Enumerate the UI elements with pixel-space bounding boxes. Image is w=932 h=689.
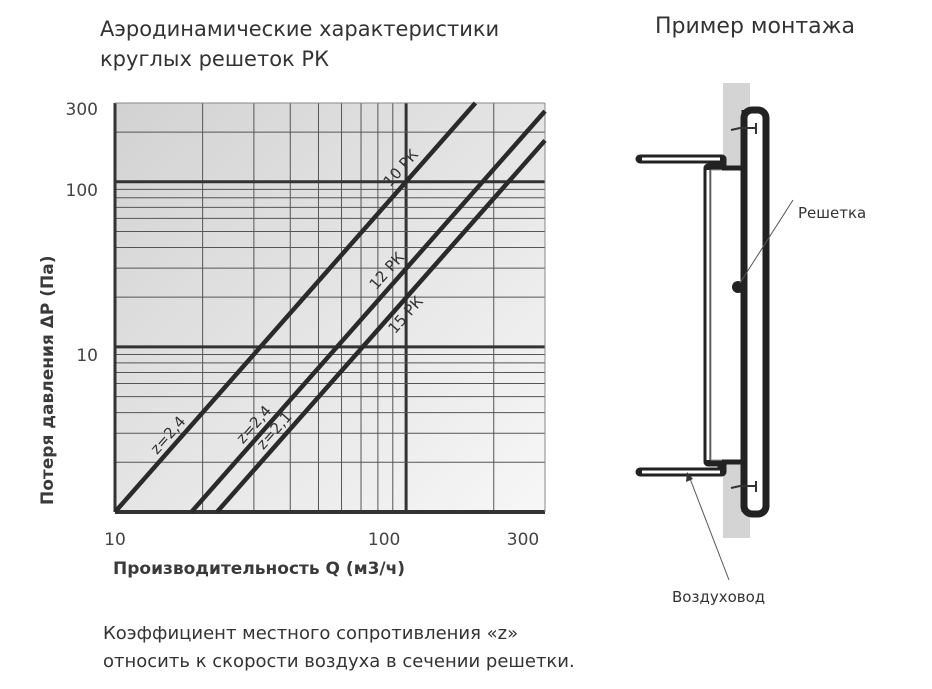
footnote: Коэффициент местного сопротивления «z» о…	[103, 620, 575, 676]
x-axis-label: Производительность Q (м3/ч)	[113, 559, 405, 579]
duct-inner	[642, 157, 720, 474]
screw-icon	[730, 123, 757, 134]
x-tick-label: 300	[507, 530, 539, 550]
duct-arrow	[688, 475, 730, 581]
grille-knob	[732, 281, 744, 293]
arrow-head-icon	[686, 472, 693, 482]
plot-area	[115, 103, 545, 512]
tick-labels: 10 100 300 300 100 10	[66, 100, 540, 550]
duct-sleeve	[710, 169, 745, 461]
y-tick-label: 100	[66, 181, 98, 201]
footnote-line2: относить к скорости воздуха в сечении ре…	[103, 651, 575, 672]
screw-icon	[730, 481, 757, 492]
y-tick-label: 300	[66, 100, 98, 120]
mounting-diagram: Решетка Воздуховод	[635, 83, 866, 606]
grille	[740, 106, 770, 518]
duct	[635, 154, 727, 477]
grille-label: Решетка	[798, 204, 866, 222]
chart: 10 РКz=2,412 РКz=2,415 РКz=2,1 10 100 3003…	[38, 100, 547, 579]
series-lines	[113, 101, 547, 514]
grille-leader	[739, 199, 794, 284]
series-line	[113, 101, 478, 514]
x-tick-label: 10	[104, 530, 126, 550]
y-axis-label: Потеря давления ΔP (Па)	[38, 256, 58, 506]
series-line	[189, 109, 547, 514]
chart-title-line2: круглых решеток РК	[100, 47, 329, 71]
diagram-title: Пример монтажа	[655, 14, 855, 39]
series-line	[215, 138, 547, 514]
x-tick-label: 100	[368, 530, 400, 550]
y-tick-label: 10	[76, 346, 98, 366]
chart-title-line1: Аэродинамические характеристики	[100, 17, 500, 41]
chart-title: Аэродинамические характеристики круглых …	[100, 14, 499, 74]
footnote-line1: Коэффициент местного сопротивления «z»	[103, 623, 519, 644]
duct-label: Воздуховод	[672, 588, 765, 606]
